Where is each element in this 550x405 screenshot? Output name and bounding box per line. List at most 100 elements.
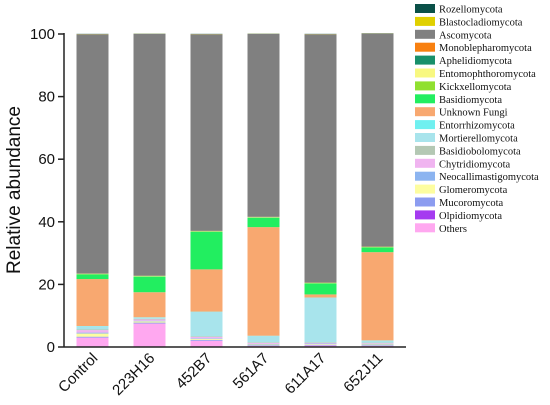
- legend-item: Chytridiomycota: [415, 158, 510, 170]
- bar-segment: [133, 33, 166, 276]
- bar-segment: [76, 34, 109, 274]
- legend-label: Mortierellomycota: [439, 134, 518, 145]
- legend-item: Others: [415, 223, 467, 235]
- legend-item: Neocallimastigomycota: [415, 171, 539, 183]
- legend-label: Basidiomycota: [439, 95, 502, 106]
- legend-swatch: [415, 133, 435, 142]
- bar-segment: [247, 342, 280, 344]
- legend-item: Entorrhizomycota: [415, 120, 515, 132]
- legend-item: Unknown Fungi: [415, 107, 508, 119]
- x-tick-label: 561A7: [230, 350, 273, 393]
- legend-item: Glomeromycota: [415, 184, 508, 196]
- legend-item: Kickxellomycota: [415, 81, 512, 93]
- bar-segment: [76, 337, 109, 347]
- bar-segment: [76, 329, 109, 331]
- bar-segment: [76, 330, 109, 333]
- bar-segment: [190, 336, 223, 337]
- y-tick-label: 40: [38, 214, 55, 231]
- legend-swatch: [415, 4, 435, 13]
- legend-swatch: [415, 29, 435, 39]
- legend-label: Ascomycota: [439, 30, 492, 41]
- legend-swatch: [415, 68, 435, 78]
- bar-segment: [247, 336, 280, 343]
- bar-segment: [304, 297, 337, 343]
- legend-item: Ascomycota: [415, 29, 492, 41]
- legend-item: Entomophthoromycota: [415, 68, 536, 80]
- y-tick-label: 20: [38, 276, 55, 293]
- legend-label: Glomeromycota: [439, 185, 508, 196]
- legend-item: Basidiobolomycota: [415, 145, 521, 157]
- legend-swatch: [415, 120, 435, 130]
- legend-swatch: [415, 197, 435, 207]
- bar-segment: [247, 344, 280, 346]
- legend-label: Neocallimastigomycota: [439, 172, 539, 183]
- legend-swatch: [415, 210, 435, 220]
- legend-swatch: [415, 223, 435, 233]
- bar-segment: [133, 317, 166, 319]
- legend-label: Rozellomycota: [439, 5, 503, 16]
- legend-label: Entomophthoromycota: [439, 69, 536, 80]
- legend-label: Mucoromycota: [439, 198, 503, 209]
- y-tick-label: 100: [30, 26, 55, 43]
- bar-segment: [304, 283, 337, 295]
- legend-swatch: [415, 158, 435, 168]
- bar-segment: [361, 247, 394, 253]
- bar-segment: [304, 34, 337, 283]
- legend-item: Basidiomycota: [415, 94, 502, 106]
- legend-swatch: [415, 171, 435, 181]
- bar-segment: [133, 323, 166, 347]
- bar-segment: [133, 276, 166, 293]
- legend-label: Others: [439, 224, 467, 235]
- bar-segment: [76, 332, 109, 334]
- bar-segment: [190, 34, 223, 231]
- legend-item: Aphelidiomycota: [415, 55, 512, 67]
- bar-stack: [76, 33, 109, 347]
- x-tick-label: 652J11: [340, 350, 386, 396]
- bar-segment: [304, 342, 337, 343]
- bar-stack: [190, 33, 223, 347]
- legend-item: Monoblepharomycota: [415, 42, 532, 54]
- bar-segment: [133, 292, 166, 318]
- y-axis-title: Relative abundance: [4, 106, 25, 274]
- bar-segment: [190, 311, 223, 337]
- legend-swatch: [415, 94, 435, 104]
- legend-item: Mortierellomycota: [415, 133, 518, 145]
- legend-item: Mucoromycota: [415, 197, 503, 209]
- y-axis: 0 20 40 60 80 100: [30, 26, 65, 356]
- bar-segment: [361, 252, 394, 341]
- bar-segment: [76, 326, 109, 330]
- bar-segment: [133, 321, 166, 323]
- bar-stacks: [76, 33, 394, 347]
- legend-item: Olpidiomycota: [415, 210, 502, 222]
- bar-stack: [133, 33, 166, 347]
- bar-segment: [304, 345, 337, 347]
- legend-label: Unknown Fungi: [439, 108, 508, 119]
- x-tick-label: 223H16: [109, 350, 158, 399]
- x-axis: Control 223H16 452B7 561A7 611A17 652J11: [55, 346, 406, 399]
- bar-segment: [190, 231, 223, 270]
- bar-segment: [190, 269, 223, 312]
- legend-label: Monoblepharomycota: [439, 43, 532, 54]
- x-tick-label: 611A17: [282, 350, 330, 398]
- legend-swatch: [415, 107, 435, 117]
- bar-segment: [361, 343, 394, 345]
- bar-segment: [247, 342, 280, 343]
- x-tick-label: 452B7: [173, 350, 216, 393]
- bar-segment: [247, 33, 280, 217]
- bar-segment: [361, 344, 394, 346]
- bar-segment: [247, 227, 280, 336]
- bar-segment: [133, 322, 166, 324]
- bar-segment: [247, 217, 280, 228]
- bar-segment: [76, 279, 109, 327]
- legend-label: Blastocladiomycota: [439, 17, 523, 28]
- bar-segment: [361, 33, 394, 247]
- bar-segment: [247, 343, 280, 345]
- y-tick-label: 80: [38, 89, 55, 106]
- legend-swatch: [415, 42, 435, 52]
- legend-swatch: [415, 16, 435, 26]
- legend-label: Chytridiomycota: [439, 159, 510, 170]
- bar-segment: [190, 338, 223, 339]
- y-tick-label: 0: [47, 339, 55, 356]
- bar-segment: [361, 345, 394, 346]
